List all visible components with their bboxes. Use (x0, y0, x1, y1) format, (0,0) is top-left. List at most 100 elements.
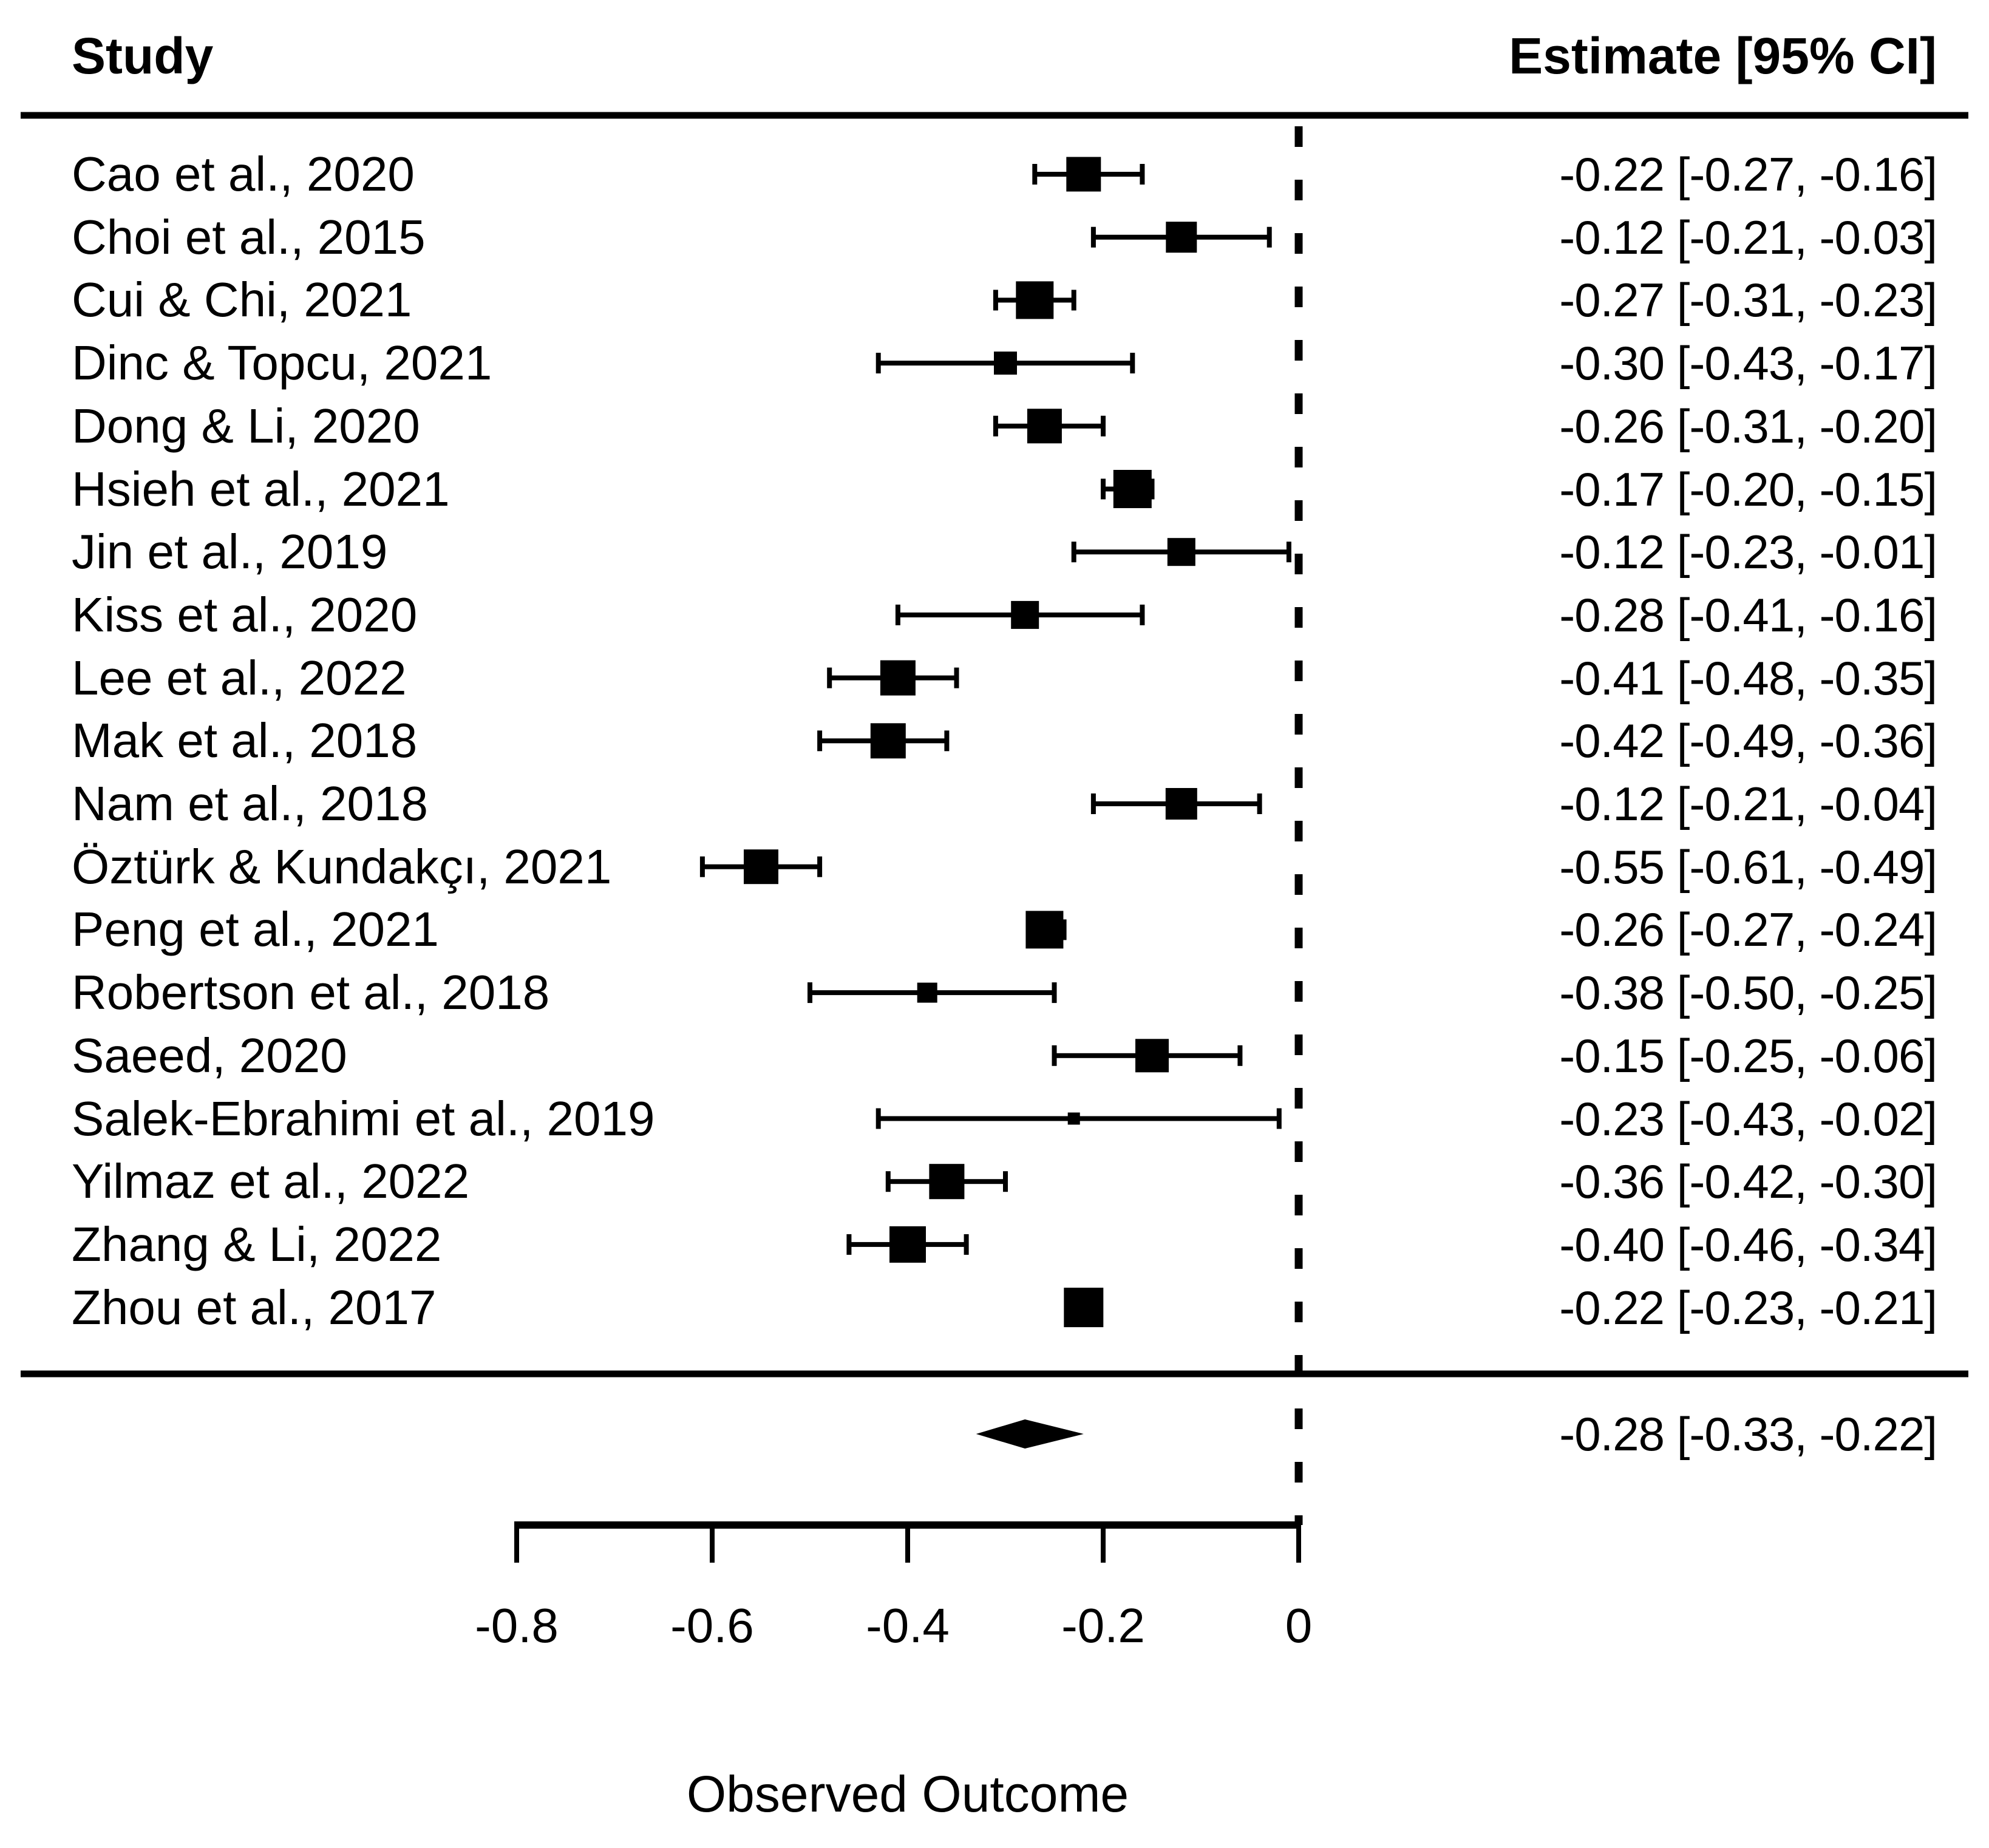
ci-cap-right (1149, 478, 1155, 500)
ci-cap-left (1090, 226, 1096, 248)
ci-cap-left (993, 415, 998, 437)
point-estimate-square (870, 723, 906, 759)
study-label: Dinc & Topcu, 2021 (72, 336, 492, 390)
study-label: Choi et al., 2015 (72, 209, 426, 264)
ci-cap-left (875, 1108, 881, 1129)
ci-cap-left (1052, 1045, 1057, 1066)
estimate-value: -0.22 [-0.27, -0.16] (1559, 148, 1937, 201)
ci-cap-left (875, 353, 881, 374)
study-label: Mak et al., 2018 (72, 713, 418, 768)
point-estimate-square (1016, 281, 1054, 319)
study-label: Lee et al., 2022 (72, 650, 407, 705)
forest-row-marker (885, 1164, 1008, 1200)
forest-row-marker (807, 982, 1057, 1004)
point-estimate-square (1025, 911, 1064, 949)
summary-diamond (976, 1419, 1084, 1449)
estimate-value: -0.55 [-0.61, -0.49] (1559, 840, 1937, 894)
ci-cap-left (846, 1234, 852, 1255)
point-estimate-square (1011, 600, 1039, 629)
estimate-value: -0.26 [-0.27, -0.24] (1559, 903, 1937, 957)
study-label: Yilmaz et al., 2022 (72, 1154, 470, 1209)
ci-cap-right (1140, 164, 1145, 185)
ci-cap-right (954, 667, 959, 688)
estimate-value: -0.17 [-0.20, -0.15] (1559, 462, 1937, 516)
study-label: Salek-Ebrahimi et al., 2019 (72, 1091, 655, 1146)
point-estimate-square (744, 849, 778, 885)
ci-cap-right (1266, 226, 1272, 248)
study-label: Nam et al., 2018 (72, 776, 428, 831)
forest-row-marker (699, 849, 823, 885)
ci-cap-right (1286, 542, 1291, 563)
forest-row-marker (817, 723, 950, 759)
forest-row-marker (1101, 470, 1155, 508)
point-estimate-square (1167, 538, 1195, 566)
ci-cap-right (1061, 919, 1067, 940)
ci-cap-left (895, 604, 900, 625)
forest-row-marker (1090, 222, 1272, 253)
estimate-value: -0.22 [-0.23, -0.21] (1559, 1280, 1937, 1334)
ci-cap-left (817, 730, 823, 752)
point-estimate-square (889, 1226, 926, 1263)
study-label: Dong & Li, 2020 (72, 398, 420, 453)
study-label: Kiss et al., 2020 (72, 587, 418, 642)
ci-cap-left (699, 856, 705, 877)
point-estimate-square (1064, 1288, 1104, 1328)
estimate-value: -0.26 [-0.31, -0.20] (1559, 399, 1937, 453)
study-label: Zhang & Li, 2022 (72, 1217, 442, 1271)
ci-cap-left (1101, 478, 1106, 500)
study-label: Robertson et al., 2018 (72, 965, 550, 1020)
study-label: Peng et al., 2021 (72, 902, 439, 957)
point-estimate-square (917, 982, 937, 1003)
header-rule (21, 112, 1968, 119)
point-estimate-square (994, 352, 1017, 375)
x-tick-label: -0.2 (1061, 1598, 1145, 1653)
point-estimate-square (1165, 788, 1197, 820)
ci-cap-right (1101, 415, 1106, 437)
ci-cap-right (1052, 982, 1057, 1004)
estimate-column-header: Estimate [95% CI] (1509, 27, 1937, 84)
x-axis-tick (905, 1525, 910, 1563)
x-tick-label: 0 (1285, 1598, 1313, 1653)
estimate-value: -0.30 [-0.43, -0.17] (1559, 336, 1937, 390)
forest-row-marker (1025, 911, 1067, 949)
point-estimate-square (1166, 222, 1197, 253)
ci-cap-right (964, 1234, 969, 1255)
estimate-value: -0.41 [-0.48, -0.35] (1559, 651, 1937, 705)
forest-row-marker (875, 1108, 1282, 1129)
summary-rule (21, 1370, 1968, 1378)
x-axis-title: Observed Outcome (686, 1765, 1129, 1823)
ci-cap-right (944, 730, 950, 752)
study-label: Cui & Chi, 2021 (72, 273, 412, 327)
estimate-value: -0.27 [-0.31, -0.23] (1559, 273, 1937, 327)
study-label: Zhou et al., 2017 (72, 1280, 437, 1334)
study-label: Saeed, 2020 (72, 1028, 347, 1082)
forest-row-marker (1071, 538, 1291, 566)
ci-cap-left (1071, 542, 1076, 563)
point-estimate-square (1067, 1112, 1080, 1125)
forest-row-marker (1090, 788, 1262, 820)
point-estimate-square (1113, 470, 1152, 508)
ci-cap-right (817, 856, 823, 877)
ci-cap-right (1130, 353, 1135, 374)
x-tick-label: -0.4 (866, 1598, 950, 1653)
ci-cap-right (1276, 1108, 1282, 1129)
point-estimate-square (880, 660, 916, 696)
point-estimate-square (1066, 157, 1101, 192)
estimate-value: -0.12 [-0.23, -0.01] (1559, 525, 1937, 579)
x-tick-label: -0.8 (475, 1598, 559, 1653)
x-axis-tick (1296, 1525, 1301, 1563)
point-estimate-square (1135, 1039, 1169, 1073)
study-label: Jin et al., 2019 (72, 525, 388, 579)
forest-row-marker (993, 281, 1076, 319)
estimate-value: -0.40 [-0.46, -0.34] (1559, 1217, 1937, 1271)
forest-row-marker (827, 660, 959, 696)
forest-row-marker (993, 409, 1106, 444)
ci-cap-right (1140, 604, 1145, 625)
ci-cap-right (1071, 290, 1076, 311)
forest-row-marker (846, 1226, 969, 1263)
study-column-header: Study (72, 27, 214, 84)
forest-row-marker (1032, 157, 1145, 192)
point-estimate-square (929, 1164, 965, 1200)
